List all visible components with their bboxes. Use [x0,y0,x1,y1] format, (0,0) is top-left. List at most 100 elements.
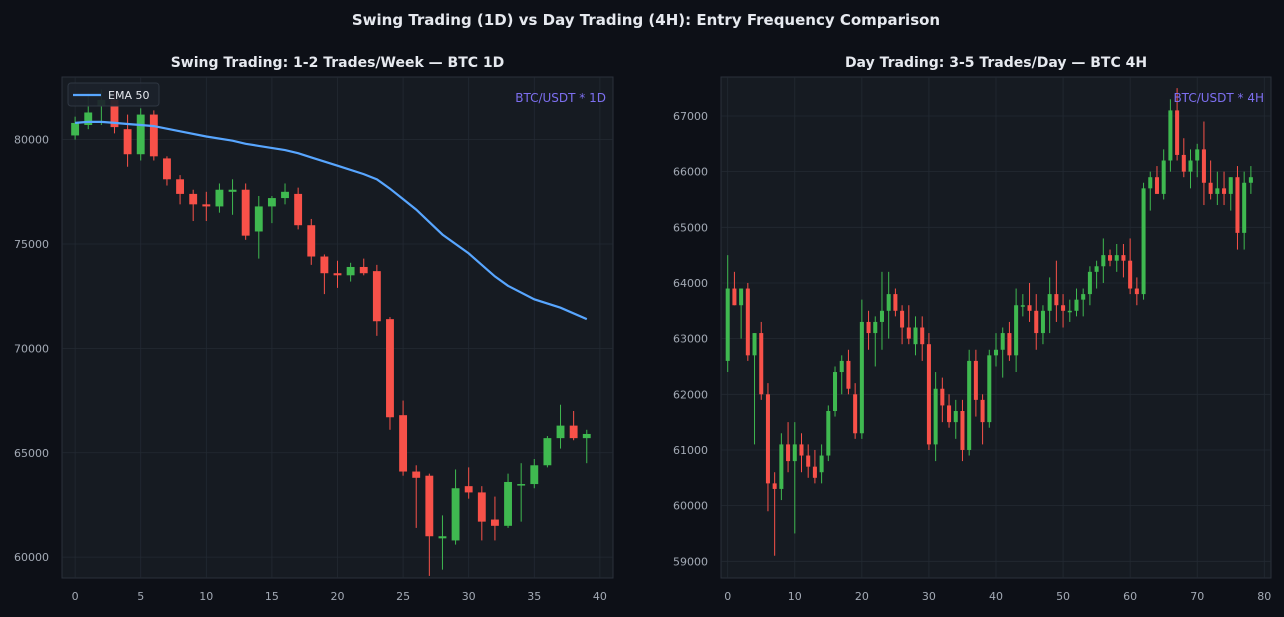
day-x-tick-label: 50 [1056,590,1070,603]
day-candle-body [1228,177,1233,194]
swing-candle-body [464,486,473,493]
day-x-tick-label: 70 [1190,590,1204,603]
day-candle-body [1027,305,1032,311]
day-candle-body [1101,255,1106,267]
swing-candle-body [359,266,368,274]
swing-candle-body [477,492,486,522]
swing-y-tick-label: 70000 [14,342,49,355]
day-candle-body [1054,294,1059,306]
day-x-tick-label: 20 [855,590,869,603]
swing-candle-body [386,319,394,418]
day-candle-body [725,288,730,361]
swing-y-tick-label: 75000 [14,238,49,251]
day-candle-body [913,327,918,345]
day-candle-body [940,388,945,406]
swing-candle-body [556,425,565,439]
day-candle-body [1040,310,1045,334]
swing-candle-body [333,273,342,276]
day-y-tick-label: 65000 [673,221,708,234]
day-x-tick-label: 0 [724,590,731,603]
swing-candle-body [281,191,289,199]
day-candle-body [1222,188,1227,194]
swing-x-tick-label: 0 [72,590,79,603]
swing-x-tick-label: 40 [593,590,607,603]
day-candle-body [1094,266,1099,272]
day-y-tick-label: 62000 [673,388,708,401]
swing-y-tick-label: 65000 [14,447,49,460]
day-candle-body [1000,333,1005,350]
day-candle-body [967,360,972,450]
day-candle-body [1248,177,1253,183]
swing-candle-body [267,198,276,207]
swing-candle-body [543,438,552,466]
day-candle-body [1161,160,1166,194]
swing-candle-body [438,536,447,539]
swing-candle-body [294,193,303,226]
day-candle-body [1154,177,1159,194]
day-candle-body [1208,182,1213,194]
swing-candle-body [202,204,211,207]
day-candle-body [1067,310,1072,313]
swing-candle-body [412,471,421,478]
day-candle-body [1074,299,1079,311]
swing-legend-label: EMA 50 [108,89,149,102]
day-x-tick-label: 40 [989,590,1003,603]
day-candle-body [1081,294,1086,300]
day-candle-body [859,321,864,434]
day-x-tick-label: 30 [922,590,936,603]
swing-candle-body [517,484,526,486]
day-candle-body [1201,149,1206,183]
swing-x-tick-label: 5 [137,590,144,603]
swing-y-tick-label: 80000 [14,134,49,147]
day-candle-body [920,327,925,345]
day-candle-body [826,411,831,456]
day-candle-body [846,360,851,389]
swing-candle-body [320,256,329,274]
swing-x-tick-label: 30 [462,590,476,603]
swing-candle-body [372,271,381,322]
day-candle-body [1061,305,1066,311]
day-candle-body [1014,305,1019,356]
day-candle-body [1134,288,1139,295]
day-candle-body [1007,333,1012,356]
day-x-tick-label: 80 [1257,590,1271,603]
swing-ema-line [75,120,588,321]
swing-candle-body [176,179,185,194]
swing-candle-body [490,519,499,526]
day-candle-body [1188,160,1193,172]
swing-candle-body [149,114,158,157]
day-candle-body [1215,188,1220,194]
swing-candle-body [228,189,237,192]
swing-chart-panel: Swing Trading: 1-2 Trades/Week — BTC 1D 6… [14,55,614,603]
day-candle-body [1195,149,1200,161]
day-candle-body [1168,110,1173,161]
swing-candle-body [504,481,512,526]
day-candle-body [806,455,811,467]
swing-candle-body [346,266,355,276]
swing-x-tick-label: 25 [396,590,410,603]
day-candle-body [879,310,884,322]
day-candle-body [765,394,770,484]
swing-candle-body [215,189,224,207]
day-candle-body [732,288,737,306]
swing-x-tick-label: 15 [265,590,279,603]
swing-candle-body [451,488,460,541]
day-candle-body [772,483,777,489]
day-x-tick-label: 60 [1123,590,1137,603]
swing-legend-box [67,82,160,107]
day-candle-body [906,327,911,339]
swing-x-tick-label: 20 [331,590,345,603]
day-candle-body [873,321,878,334]
day-watermark: BTC/USDT * 4H [1173,91,1264,105]
day-candle-body [1020,305,1025,307]
swing-candle-body [84,112,93,126]
day-candle-body [1121,255,1126,261]
day-candle-body [1181,154,1186,172]
day-candle-body [759,333,764,395]
day-candle-body [799,444,804,456]
day-candle-body [953,411,958,423]
swing-candle-body [163,158,171,180]
day-chart-panel: Day Trading: 3-5 Trades/Day — BTC 4H 5900… [673,55,1272,603]
day-y-tick-label: 61000 [673,444,708,457]
day-candle-body [752,333,757,356]
